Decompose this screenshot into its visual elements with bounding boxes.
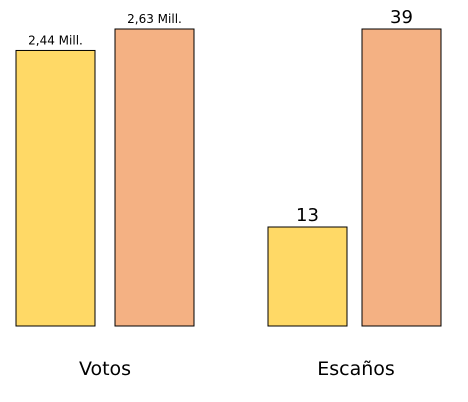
bar bbox=[361, 28, 442, 327]
bar bbox=[267, 226, 348, 327]
x-axis-label: Escaños bbox=[317, 358, 395, 380]
value-label: 39 bbox=[390, 7, 413, 28]
x-axis-label: Votos bbox=[79, 358, 131, 380]
value-label: 2,63 Mill. bbox=[127, 12, 182, 26]
bar bbox=[15, 49, 96, 327]
value-label: 13 bbox=[296, 205, 319, 226]
bar bbox=[114, 28, 195, 327]
value-label: 2,44 Mill. bbox=[28, 33, 83, 47]
